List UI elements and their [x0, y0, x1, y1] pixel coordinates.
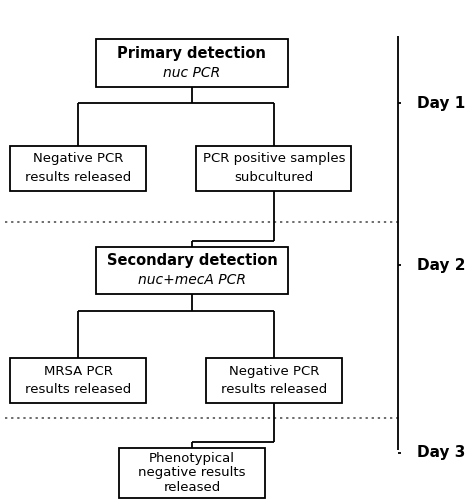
Text: results released: results released: [221, 383, 327, 396]
FancyBboxPatch shape: [10, 358, 146, 403]
FancyBboxPatch shape: [96, 40, 288, 87]
Text: nuc+mecA PCR: nuc+mecA PCR: [138, 274, 246, 288]
FancyBboxPatch shape: [197, 146, 351, 190]
FancyBboxPatch shape: [206, 358, 342, 403]
Text: Negative PCR: Negative PCR: [33, 152, 123, 165]
Text: negative results: negative results: [138, 466, 246, 479]
Text: Day 2: Day 2: [417, 258, 466, 273]
Text: MRSA PCR: MRSA PCR: [44, 365, 112, 378]
Text: Secondary detection: Secondary detection: [107, 253, 277, 268]
Text: Phenotypical: Phenotypical: [149, 451, 235, 464]
FancyBboxPatch shape: [119, 448, 265, 498]
Text: Primary detection: Primary detection: [118, 46, 266, 61]
Text: released: released: [164, 481, 220, 494]
FancyBboxPatch shape: [96, 247, 288, 294]
Text: results released: results released: [25, 383, 131, 396]
Text: subcultured: subcultured: [234, 171, 313, 184]
FancyBboxPatch shape: [10, 146, 146, 190]
Text: results released: results released: [25, 171, 131, 184]
Text: Day 1: Day 1: [417, 96, 465, 111]
Text: Day 3: Day 3: [417, 445, 465, 460]
Text: Negative PCR: Negative PCR: [229, 365, 319, 378]
Text: PCR positive samples: PCR positive samples: [203, 152, 345, 165]
Text: nuc PCR: nuc PCR: [164, 66, 220, 80]
